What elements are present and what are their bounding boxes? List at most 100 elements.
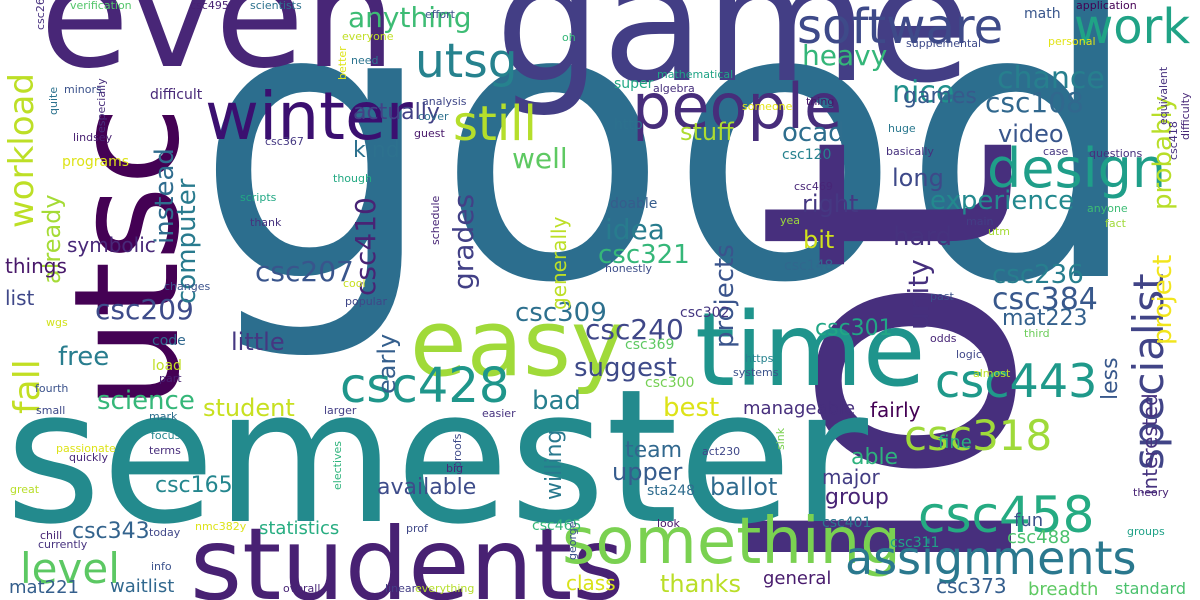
cloud-word-team: team (625, 438, 683, 463)
cloud-word-scientists: scientists (250, 0, 302, 12)
cloud-word-project: project (1148, 254, 1178, 345)
cloud-word-best: best (663, 393, 720, 423)
cloud-word-software: software (797, 0, 1004, 55)
cloud-word-list: list (5, 286, 35, 310)
cloud-word-work: work (1074, 0, 1191, 55)
cloud-word-quite: quite (47, 86, 60, 115)
cloud-word-symbolic: symbolic (67, 233, 156, 257)
cloud-word-big: big (446, 462, 464, 475)
cloud-word-heavy: heavy (802, 39, 888, 72)
cloud-word-part: part (159, 372, 182, 385)
cloud-word-major: major (822, 465, 880, 489)
cloud-word-assignments: assignments (845, 531, 1137, 585)
cloud-word-willing: willing (542, 429, 567, 500)
cloud-word-workload: workload (2, 73, 42, 228)
cloud-word-general: general (763, 568, 832, 589)
cloud-word-csc300: csc300 (645, 375, 695, 391)
cloud-word-long: long (892, 164, 944, 192)
cloud-word-groups: groups (1127, 525, 1165, 538)
cloud-word-anyone: anyone (1087, 202, 1128, 215)
cloud-word-csc458: csc458 (918, 486, 1095, 544)
cloud-word-suggest: suggest (574, 353, 677, 383)
cloud-word-statistics: statistics (259, 518, 340, 539)
cloud-word-upper: upper (612, 458, 683, 486)
cloud-word-equivalent: equivalent (1157, 66, 1170, 125)
cloud-word-easier: easier (482, 407, 516, 420)
cloud-word-csc401: csc401 (822, 515, 872, 531)
cloud-word-things: things (5, 254, 67, 278)
cloud-word-math: math (1024, 6, 1061, 22)
cloud-word-difficulty: difficulty (1179, 92, 1192, 140)
cloud-word-verification: verification (70, 0, 132, 12)
cloud-word-great: great (10, 483, 40, 496)
cloud-word-code: code (152, 333, 186, 349)
cloud-word-larger: larger (324, 404, 357, 417)
cloud-word-utm: utm (988, 225, 1010, 238)
cloud-word-csc311: csc311 (890, 535, 940, 551)
cloud-word-thing: thing (806, 95, 835, 108)
cloud-word-sink: sink (774, 427, 787, 450)
cloud-word-mat223: mat223 (1002, 306, 1088, 331)
cloud-word-ocad: ocad (782, 118, 845, 148)
cloud-word-video: video (998, 120, 1064, 148)
cloud-word-available: available (377, 475, 477, 500)
cloud-word-everything: everything (415, 582, 475, 595)
cloud-word-super: super (614, 76, 654, 92)
cloud-word-kind: kind (353, 138, 400, 163)
cloud-word-fine: fine (938, 432, 972, 453)
cloud-word-currently: currently (38, 538, 88, 551)
cloud-word-small: small (36, 404, 66, 417)
cloud-word-stuff: stuff (680, 118, 734, 146)
cloud-word-today: today (149, 526, 181, 539)
cloud-word-csc120: csc120 (782, 147, 832, 163)
cloud-word-yea: yea (780, 214, 801, 227)
cloud-word-idea: idea (605, 213, 665, 246)
cloud-word-csc236: csc236 (992, 260, 1084, 290)
cloud-word-csc465: csc465 (532, 518, 582, 534)
cloud-word-mat221: mat221 (9, 577, 79, 598)
cloud-word-csc495: csc495 (190, 0, 229, 12)
cloud-word-basically: basically (886, 145, 934, 158)
cloud-word-right: right (802, 190, 859, 218)
cloud-word-https: https (745, 352, 774, 365)
cloud-word-application: application (1076, 0, 1137, 12)
cloud-word-overall: overall (283, 582, 321, 595)
cloud-word-csc263: csc263 (34, 0, 47, 30)
cloud-word-projects: projects (710, 244, 740, 348)
cloud-word-focus: focus (151, 429, 181, 442)
cloud-word-chance: chance (997, 61, 1105, 96)
cloud-word-george: george (566, 521, 579, 560)
cloud-word-guest: guest (414, 127, 445, 140)
cloud-word-info: info (151, 560, 172, 573)
cloud-word-doable: doable (610, 196, 658, 212)
cloud-word-csc384: csc384 (992, 282, 1098, 317)
cloud-word-need: need (351, 54, 379, 67)
cloud-word-lindsey: lindsey (73, 131, 113, 144)
cloud-word-case: case (1043, 145, 1069, 158)
cloud-word-oh: oh (562, 31, 576, 44)
cloud-word-passionate: passionate (56, 442, 116, 455)
cloud-word-fairly: fairly (870, 398, 921, 422)
cloud-word-almost: almost (973, 367, 1011, 380)
cloud-word-anything: anything (348, 1, 472, 34)
cloud-word-thank: thank (250, 216, 282, 229)
cloud-word-bit: bit (803, 226, 835, 254)
cloud-word-scripts: scripts (240, 191, 277, 204)
cloud-word-analysis: analysis (422, 95, 467, 108)
cloud-word-breadth: breadth (1028, 579, 1099, 600)
cloud-word-fact: fact (1105, 217, 1126, 230)
cloud-word-chill: chill (40, 529, 63, 542)
cloud-word-third: third (1024, 327, 1050, 340)
cloud-word-early: early (373, 333, 401, 394)
cloud-word-algebra: algebra (653, 82, 695, 95)
cloud-word-something: something (562, 505, 901, 579)
cloud-word-theory: theory (1133, 486, 1169, 499)
cloud-word-nice: nice (892, 75, 955, 110)
cloud-word-actually: actually (353, 100, 440, 125)
cloud-word-cover: cover (418, 110, 449, 123)
cloud-word-group: group (825, 485, 889, 510)
cloud-word-design: design (987, 137, 1167, 200)
cloud-word-wgs: wgs (46, 316, 68, 329)
cloud-word-students: students (190, 506, 625, 600)
cloud-word-schedule: schedule (429, 195, 442, 245)
